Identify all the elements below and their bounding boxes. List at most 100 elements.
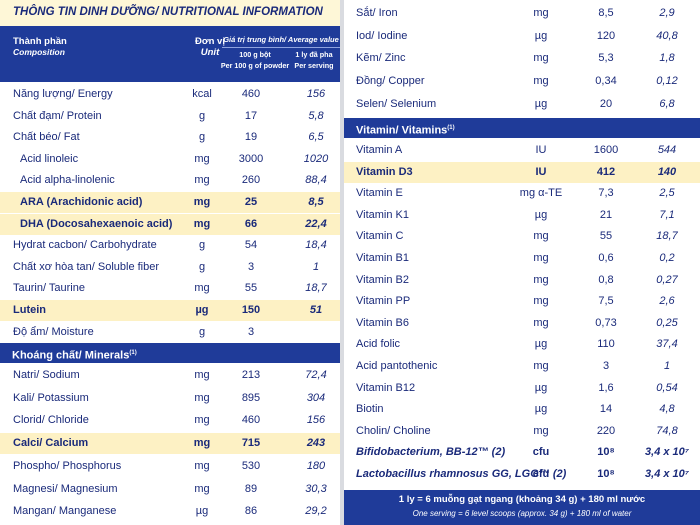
nutrient-unit: µg — [534, 208, 548, 221]
table-row: Vitamin D3 IU 412 140 — [344, 161, 700, 183]
nutrient-name: Vitamin E — [356, 187, 403, 200]
nutrient-name: Bifidobacterium, BB-12™ (2) — [356, 446, 506, 459]
nutrient-name: Lactobacillus rhamnosus GG, LGG™ (2) — [356, 468, 567, 480]
table-row: Acid folic µg 110 37,4 — [344, 334, 700, 355]
nutrient-unit: mg — [193, 437, 211, 450]
nutrient-name: Calci/ Calcium — [13, 437, 89, 450]
header-composition: Thành phần Composition — [13, 36, 67, 58]
table-row: Chất xơ hòa tan/ Soluble fiber g 3 1 — [0, 257, 340, 278]
table-row: DHA (Docosahexaenoic acid) mg 66 22,4 — [0, 213, 340, 235]
nutrient-unit: mg — [533, 295, 549, 308]
value-per-serving: 544 — [657, 144, 677, 156]
nutrient-name: Vitamin B12 — [356, 381, 416, 394]
table-row: Đồng/ Copper mg 0,34 0,12 — [344, 71, 700, 92]
table-row: Vitamin B12 µg 1,6 0,54 — [344, 378, 700, 399]
header-average: Giá trị trung bình/ Average value — [222, 34, 340, 48]
nutrient-name: Chất béo/ Fat — [13, 131, 80, 144]
nutrient-unit: g — [198, 109, 206, 122]
vitamins-title: Vitamin/ Vitamins — [356, 124, 448, 137]
table-row: Vitamin E mg α-TE 7,3 2,5 — [344, 183, 700, 204]
nutrient-unit: µg — [534, 381, 548, 394]
nutrient-name: Vitamin C — [356, 230, 404, 243]
nutrient-unit: mg — [533, 52, 549, 65]
value-per-100g: 10⁸ — [597, 446, 615, 459]
nutrient-name: Acid linoleic — [20, 152, 79, 165]
table-row: Lutein µg 150 51 — [0, 300, 340, 321]
value-per-serving: 0,12 — [656, 75, 678, 88]
nutrient-name: Sắt/ Iron — [356, 7, 398, 19]
nutrient-unit: µg — [195, 304, 209, 316]
nutrient-unit: mg — [194, 391, 210, 404]
value-per-serving: 74,8 — [656, 424, 678, 437]
nutrient-unit: mg — [533, 7, 549, 19]
nutrient-unit: µg — [534, 403, 548, 416]
nutrient-name: Clorid/ Chloride — [13, 414, 89, 427]
nutrient-unit: mg — [533, 360, 549, 372]
nutrient-unit: mg α-TE — [519, 187, 563, 200]
vitamins-note: (1) — [447, 125, 455, 131]
table-row: Biotin µg 14 4,8 — [344, 399, 700, 420]
nutrient-unit: g — [198, 325, 206, 338]
nutrient-unit: mg — [194, 282, 210, 295]
value-per-serving: 8,5 — [308, 196, 324, 208]
nutrient-name: Vitamin A — [356, 144, 403, 156]
table-row: Vitamin B1 mg 0,6 0,2 — [344, 248, 700, 269]
header-composition-vi: Thành phần — [13, 36, 67, 47]
header-composition-en: Composition — [13, 47, 65, 57]
nutrient-unit: kcal — [192, 88, 212, 100]
table-row: Acid alpha-linolenic mg 260 88,4 — [0, 170, 340, 191]
value-per-100g: 412 — [596, 165, 616, 178]
serving-footer: 1 ly = 6 muỗng gạt ngang (khoảng 34 g) +… — [344, 490, 700, 525]
nutrient-unit: mg — [533, 252, 549, 264]
nutrient-unit: µg — [195, 505, 209, 518]
nutrient-unit: mg — [193, 217, 211, 230]
value-per-100g: 5,3 — [598, 52, 614, 65]
table-row: Vitamin B2 mg 0,8 0,27 — [344, 270, 700, 291]
nutrition-table-left: THÔNG TIN DINH DƯỠNG/ NUTRITIONAL INFORM… — [0, 0, 340, 525]
table-row: Vitamin A IU 1600 544 — [344, 140, 700, 161]
nutrient-name: Vitamin B2 — [356, 273, 409, 286]
value-per-serving: 18,7 — [305, 282, 327, 295]
table-row: Kali/ Potassium mg 895 304 — [0, 388, 340, 409]
nutrient-unit: mg — [533, 316, 549, 329]
nutrient-name: Lutein — [13, 304, 46, 316]
value-per-serving: 6,5 — [308, 131, 324, 144]
nutrient-unit: mg — [194, 459, 210, 472]
value-per-100g: 25 — [244, 196, 258, 208]
value-per-100g: 3 — [602, 360, 610, 372]
table-row: Lactobacillus rhamnosus GG, LGG™ (2) cfu 1… — [344, 464, 700, 485]
nutrient-unit: mg — [194, 369, 210, 381]
value-per-serving: 37,4 — [656, 338, 678, 351]
value-per-100g: 7,3 — [598, 187, 614, 200]
table-row: ARA (Arachidonic acid) mg 25 8,5 — [0, 192, 340, 213]
value-per-serving: 5,8 — [308, 109, 324, 122]
nutrient-name: Phospho/ Phosphorus — [13, 459, 122, 472]
nutrient-name: Vitamin K1 — [356, 208, 409, 221]
nutrient-name: Vitamin B6 — [356, 316, 409, 329]
title-bar: THÔNG TIN DINH DƯỠNG/ NUTRITIONAL INFORM… — [0, 0, 340, 26]
value-per-serving: 7,1 — [659, 208, 675, 221]
value-per-100g: 715 — [241, 437, 261, 450]
value-per-serving: 0,27 — [656, 273, 678, 286]
value-per-100g: 14 — [599, 403, 613, 416]
nutrient-unit: µg — [534, 29, 548, 42]
nutrition-title: THÔNG TIN DINH DƯỠNG/ NUTRITIONAL INFORM… — [13, 6, 323, 18]
nutrient-name: Độ ẩm/ Moisture — [13, 325, 94, 338]
table-row: Magnesi/ Magnesium mg 89 30,3 — [0, 479, 340, 500]
nutrient-name: Chất xơ hòa tan/ Soluble fiber — [13, 260, 160, 273]
value-per-100g: 19 — [244, 131, 258, 144]
value-per-serving: 1 — [663, 360, 671, 372]
nutrient-name: Magnesi/ Magnesium — [13, 482, 118, 495]
value-per-serving: 304 — [306, 391, 326, 404]
value-per-serving: 2,9 — [659, 7, 675, 19]
value-per-100g: 3 — [247, 260, 255, 273]
table-row: Vitamin K1 µg 21 7,1 — [344, 205, 700, 226]
value-per-100g: 21 — [599, 208, 613, 221]
nutrient-unit: IU — [535, 144, 547, 156]
nutrient-unit: mg — [194, 414, 210, 427]
value-per-serving: 4,8 — [659, 403, 675, 416]
value-per-100g: 150 — [241, 304, 261, 316]
nutrient-name: Iod/ Iodine — [356, 29, 408, 42]
table-row: Chất đạm/ Protein g 17 5,8 — [0, 106, 340, 127]
nutrient-name: Năng lượng/ Energy — [13, 88, 113, 100]
